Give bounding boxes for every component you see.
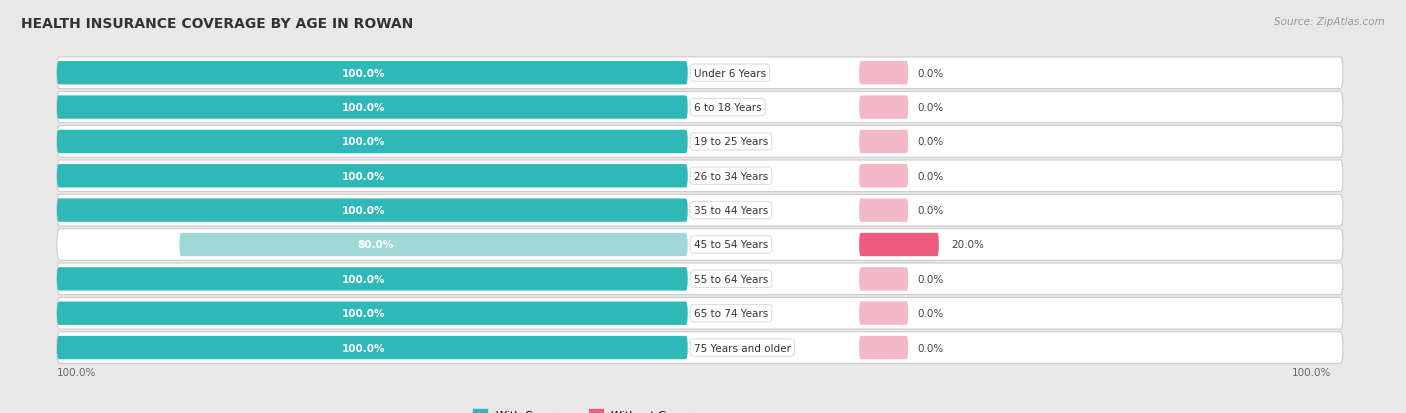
Text: 26 to 34 Years: 26 to 34 Years	[693, 171, 768, 181]
Text: 100.0%: 100.0%	[342, 274, 385, 284]
FancyBboxPatch shape	[859, 199, 908, 222]
FancyBboxPatch shape	[859, 233, 939, 256]
FancyBboxPatch shape	[56, 332, 1343, 363]
Text: HEALTH INSURANCE COVERAGE BY AGE IN ROWAN: HEALTH INSURANCE COVERAGE BY AGE IN ROWA…	[21, 17, 413, 31]
FancyBboxPatch shape	[56, 62, 688, 85]
FancyBboxPatch shape	[56, 229, 1343, 261]
Text: 0.0%: 0.0%	[917, 171, 943, 181]
Text: 0.0%: 0.0%	[917, 309, 943, 318]
Text: 100.0%: 100.0%	[56, 368, 96, 377]
Legend: With Coverage, Without Coverage: With Coverage, Without Coverage	[470, 405, 717, 413]
FancyBboxPatch shape	[859, 62, 908, 85]
FancyBboxPatch shape	[56, 126, 1343, 158]
FancyBboxPatch shape	[56, 268, 688, 291]
Text: 100.0%: 100.0%	[342, 171, 385, 181]
Text: 6 to 18 Years: 6 to 18 Years	[693, 103, 762, 113]
FancyBboxPatch shape	[56, 263, 1343, 295]
FancyBboxPatch shape	[56, 165, 688, 188]
FancyBboxPatch shape	[56, 199, 688, 222]
Text: 100.0%: 100.0%	[342, 206, 385, 216]
FancyBboxPatch shape	[859, 131, 908, 154]
Text: 75 Years and older: 75 Years and older	[693, 343, 790, 353]
Text: 0.0%: 0.0%	[917, 343, 943, 353]
Text: Under 6 Years: Under 6 Years	[693, 69, 766, 78]
FancyBboxPatch shape	[56, 96, 688, 119]
Text: 65 to 74 Years: 65 to 74 Years	[693, 309, 768, 318]
Text: Source: ZipAtlas.com: Source: ZipAtlas.com	[1274, 17, 1385, 26]
Text: 19 to 25 Years: 19 to 25 Years	[693, 137, 768, 147]
FancyBboxPatch shape	[859, 165, 908, 188]
FancyBboxPatch shape	[56, 195, 1343, 226]
FancyBboxPatch shape	[859, 268, 908, 291]
Text: 100.0%: 100.0%	[342, 343, 385, 353]
Text: 55 to 64 Years: 55 to 64 Years	[693, 274, 768, 284]
Text: 0.0%: 0.0%	[917, 69, 943, 78]
Text: 100.0%: 100.0%	[342, 309, 385, 318]
FancyBboxPatch shape	[859, 302, 908, 325]
Text: 80.0%: 80.0%	[357, 240, 394, 250]
FancyBboxPatch shape	[56, 131, 688, 154]
FancyBboxPatch shape	[859, 96, 908, 119]
FancyBboxPatch shape	[56, 302, 688, 325]
Text: 45 to 54 Years: 45 to 54 Years	[693, 240, 768, 250]
FancyBboxPatch shape	[180, 233, 688, 256]
FancyBboxPatch shape	[859, 336, 908, 359]
Text: 0.0%: 0.0%	[917, 206, 943, 216]
Text: 0.0%: 0.0%	[917, 274, 943, 284]
Text: 100.0%: 100.0%	[342, 137, 385, 147]
FancyBboxPatch shape	[56, 298, 1343, 329]
FancyBboxPatch shape	[56, 336, 688, 359]
FancyBboxPatch shape	[56, 161, 1343, 192]
Text: 100.0%: 100.0%	[342, 69, 385, 78]
Text: 20.0%: 20.0%	[950, 240, 984, 250]
Text: 0.0%: 0.0%	[917, 103, 943, 113]
Text: 0.0%: 0.0%	[917, 137, 943, 147]
FancyBboxPatch shape	[56, 92, 1343, 123]
Text: 100.0%: 100.0%	[1291, 368, 1330, 377]
Text: 100.0%: 100.0%	[342, 103, 385, 113]
FancyBboxPatch shape	[56, 58, 1343, 89]
Text: 35 to 44 Years: 35 to 44 Years	[693, 206, 768, 216]
